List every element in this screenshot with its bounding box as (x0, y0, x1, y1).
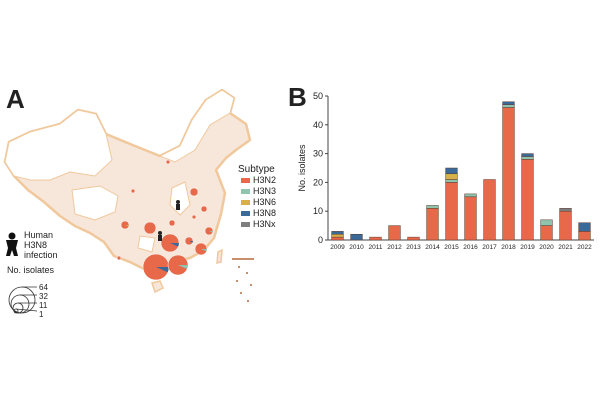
bar-2012-h3n2 (388, 225, 401, 241)
bar-2020-h3n3 (540, 219, 553, 226)
panel-a-label: A (6, 84, 25, 114)
x-tick-label: 2010 (349, 244, 364, 251)
y-tick-label: 20 (313, 177, 323, 187)
western-regions (4, 89, 235, 253)
province-pie (189, 187, 199, 197)
x-tick-label: 2009 (330, 244, 345, 251)
y-tick-label: 40 (313, 120, 323, 130)
pie-slice (125, 225, 129, 227)
legend-label-h3nx: H3Nx (253, 219, 276, 229)
bar-2016-h3n3 (464, 193, 477, 198)
province-pie (191, 214, 197, 220)
bar-2009-h3n8 (331, 231, 344, 235)
bar-2020-h3n2 (540, 225, 553, 241)
human-legend: Human H3N8 infection (6, 230, 58, 260)
bar-2018-h3n3 (502, 104, 515, 108)
province-pie (143, 221, 157, 235)
x-tick-label: 2015 (444, 244, 459, 251)
bar-2011-h3n2 (369, 236, 382, 241)
x-tick-label: 2018 (501, 244, 516, 251)
panel-b-label: B (288, 82, 307, 112)
size-label-64: 64 (39, 283, 48, 292)
legend-swatch-h3n8 (241, 211, 250, 216)
bar-chart: 0 10 20 30 40 50 2009 2010 2011 2012 2013 2014 2015 2… (313, 91, 594, 251)
bar-2015-h3n3 (445, 179, 458, 183)
bar-2013-h3n2 (407, 236, 420, 241)
size-legend-title: No. isolates (7, 265, 55, 275)
province-pie (200, 205, 208, 213)
bar-2014-h3n3 (426, 205, 439, 209)
china-map (3, 88, 254, 302)
bar-2016-h3n2 (464, 196, 477, 241)
province-pie (116, 255, 122, 261)
province-pie (165, 159, 171, 165)
bar-2014-h3n2 (426, 208, 439, 241)
bar-2017-h3n2 (483, 179, 496, 241)
legend-label-h3n3: H3N3 (253, 186, 276, 196)
pie-slice (178, 265, 188, 269)
bar-2010-h3n8 (350, 233, 363, 241)
bar-2019-h3n2 (521, 159, 534, 241)
human-legend-line2: H3N8 (24, 240, 47, 250)
province-pie (130, 188, 136, 194)
human-infection-marker (158, 200, 180, 241)
bar-2021-h3nx (559, 208, 572, 212)
x-tick-label: 2014 (425, 244, 440, 251)
bar-2018-h3n8 (502, 101, 515, 105)
y-tick-label: 50 (313, 91, 323, 101)
size-legend: No. isolates 64 32 11 1 (7, 265, 55, 319)
x-tick-label: 2017 (482, 244, 497, 251)
x-tick-label: 2011 (369, 244, 383, 251)
x-tick-label: 2019 (520, 244, 535, 251)
bar-2015-h3n6 (445, 173, 458, 180)
province-pie (168, 219, 176, 227)
south-sea-inset (232, 258, 254, 302)
hainan-island (151, 280, 164, 294)
legend-title: Subtype (238, 164, 275, 175)
human-legend-line3: infection (24, 250, 58, 260)
bar-2015-h3n8 (445, 167, 458, 175)
x-tick-label: 2012 (387, 244, 402, 251)
legend-swatch-h3n6 (241, 200, 250, 205)
size-label-11: 11 (39, 301, 48, 310)
legend-label-h3n2: H3N2 (253, 175, 276, 185)
pie-slice (189, 241, 193, 243)
bar-2018-h3n2 (502, 107, 515, 241)
pie-slice (209, 231, 213, 233)
bar-2009-h3n6 (331, 233, 344, 238)
x-tick-label: 2013 (406, 244, 421, 251)
legend-swatch-h3n2 (241, 178, 250, 183)
bar-2019-h3n3 (521, 156, 534, 160)
legend-label-h3n6: H3N6 (253, 197, 276, 207)
legend-swatch-h3n3 (241, 189, 250, 194)
bar-2009-h3n2 (331, 236, 344, 241)
y-axis-label: No. isolates (297, 144, 307, 192)
x-tick-label: 2020 (539, 244, 554, 251)
taiwan-island (216, 248, 223, 264)
legend-label-h3n8: H3N8 (253, 208, 276, 218)
x-tick-label: 2022 (577, 244, 592, 251)
size-label-1: 1 (39, 310, 44, 319)
y-tick-label: 10 (313, 206, 323, 216)
y-tick-label: 0 (318, 235, 323, 245)
x-tick-label: 2021 (558, 244, 573, 251)
pie-slice (201, 249, 207, 252)
y-tick-label: 30 (313, 149, 323, 159)
province-pies (116, 159, 214, 281)
x-tick-label: 2016 (463, 244, 478, 251)
bar-2021-h3n2 (559, 210, 572, 241)
pie-slice (156, 267, 169, 273)
human-legend-line1: Human (24, 230, 53, 240)
bar-2022-h3n8 (578, 222, 591, 232)
bar-2015-h3n2 (445, 182, 458, 241)
pie-slice (170, 243, 179, 247)
legend-swatch-h3nx (241, 222, 250, 227)
human-icon (6, 232, 18, 256)
bar-2022-h3n2 (578, 231, 591, 241)
size-label-32: 32 (39, 292, 48, 301)
bar-2019-h3n8 (521, 153, 534, 157)
